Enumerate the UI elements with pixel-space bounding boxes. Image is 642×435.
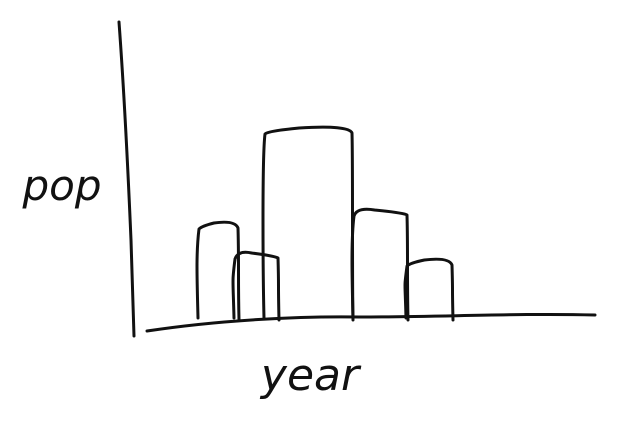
x-axis-label: year (259, 350, 362, 401)
bar (195, 220, 241, 322)
bar (261, 125, 355, 322)
x-axis (145, 312, 597, 333)
bar (231, 250, 281, 322)
y-axis (117, 20, 136, 338)
y-axis-label: pop (21, 161, 101, 210)
bars-group (195, 125, 455, 322)
bar (350, 207, 410, 322)
bar (403, 257, 455, 322)
